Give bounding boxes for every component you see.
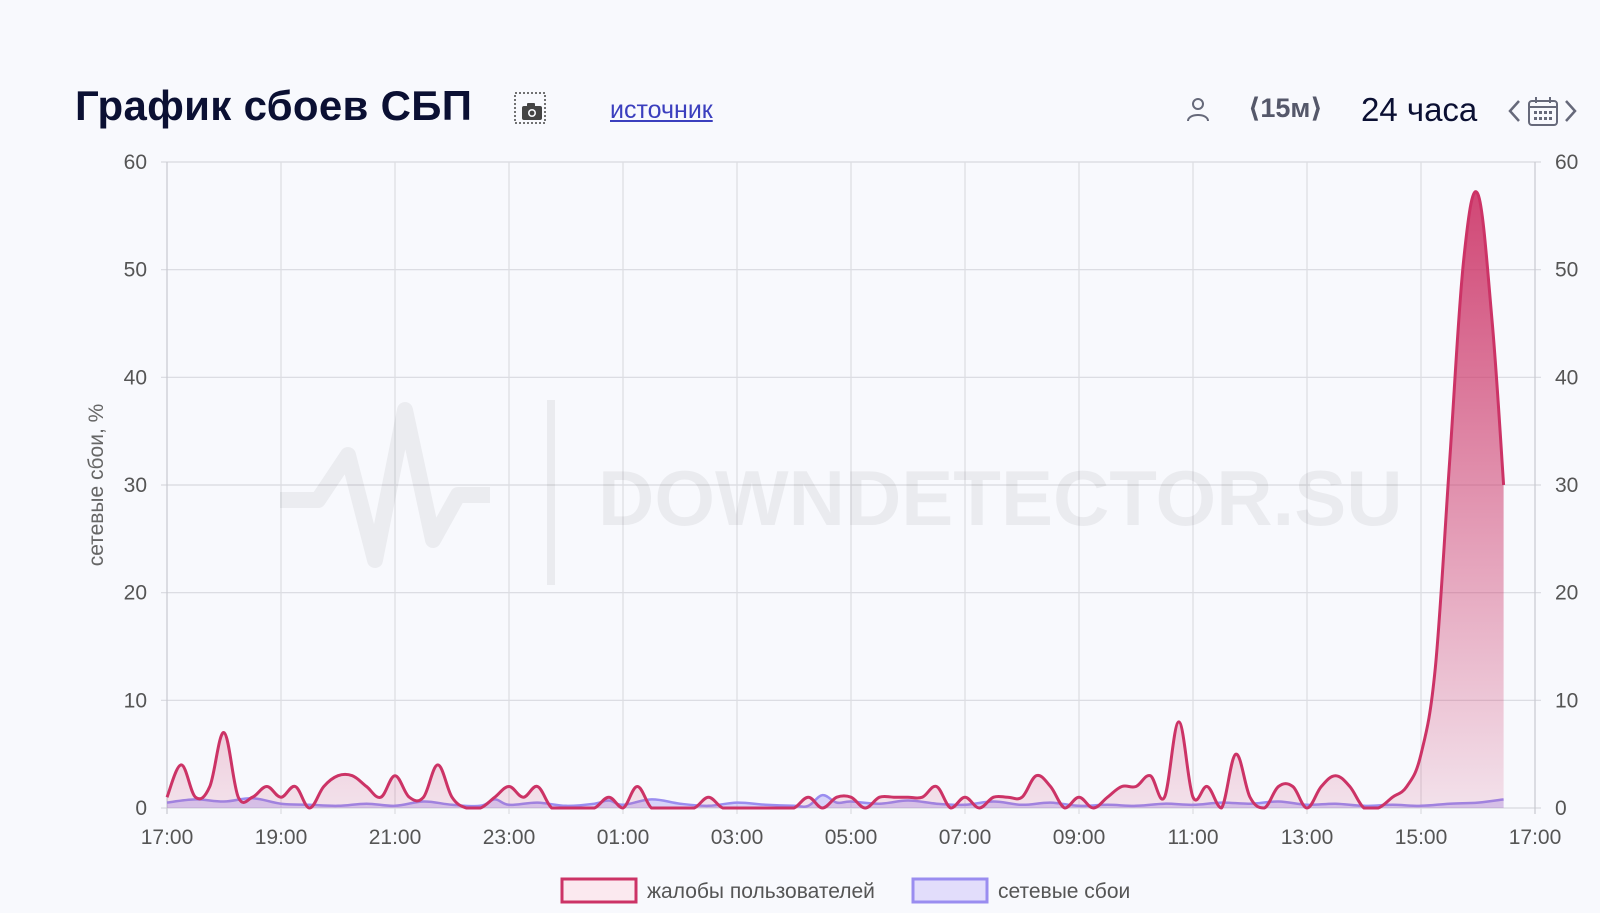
legend-label-complaints: жалобы пользователей — [647, 880, 875, 903]
y-axis-label: сетевые сбои, % — [85, 404, 108, 567]
calendar-icon[interactable] — [1526, 94, 1560, 128]
user-icon[interactable] — [1184, 95, 1212, 125]
legend-item-complaints[interactable]: жалобы пользователей — [560, 877, 875, 904]
y-tick-label-right: 40 — [1555, 366, 1578, 389]
x-axis: 17:00 19:00 21:00 23:00 01:00 03:00 05:00 07:00… — [141, 826, 1562, 849]
watermark-text: DOWNDETECTOR.SU — [598, 454, 1403, 542]
y-axis-right: 0 10 20 30 40 50 60 — [1555, 151, 1578, 820]
y-axis-left: 0 10 20 30 40 50 60 — [124, 151, 147, 820]
x-tick-label: 15:00 — [1395, 826, 1448, 849]
camera-icon[interactable] — [514, 92, 548, 126]
range-label: 24 часа — [1361, 91, 1478, 128]
y-tick-label: 50 — [124, 259, 147, 282]
legend-swatch-network — [911, 877, 989, 904]
x-tick-label: 09:00 — [1053, 826, 1106, 849]
source-link[interactable]: источник — [610, 96, 713, 124]
chevron-left-icon[interactable] — [1505, 97, 1523, 125]
y-tick-label: 40 — [124, 366, 147, 389]
x-tick-label: 01:00 — [597, 826, 650, 849]
x-tick-label: 17:00 — [141, 826, 194, 849]
y-tick-label-right: 30 — [1555, 474, 1578, 497]
x-tick-label: 11:00 — [1168, 826, 1219, 849]
legend-swatch-complaints — [560, 877, 638, 904]
y-tick-label-right: 60 — [1555, 151, 1578, 174]
x-tick-label: 19:00 — [255, 826, 308, 849]
interval-selector[interactable]: ⟨15м⟩ — [1248, 93, 1323, 123]
x-tick-label: 23:00 — [483, 826, 536, 849]
chart-grid — [161, 161, 1541, 814]
y-tick-label-right: 0 — [1555, 797, 1567, 820]
legend-label-network: сетевые сбои — [998, 880, 1130, 903]
y-tick-label-right: 20 — [1555, 582, 1578, 605]
x-tick-label: 13:00 — [1281, 826, 1334, 849]
legend-item-network[interactable]: сетевые сбои — [911, 877, 1130, 904]
y-tick-label: 10 — [124, 689, 147, 712]
legend: жалобы пользователей сетевые сбои — [560, 877, 1130, 904]
y-tick-label: 0 — [135, 797, 147, 820]
chevron-right-icon[interactable] — [1562, 97, 1580, 125]
x-tick-label: 07:00 — [939, 826, 992, 849]
x-tick-label: 17:00 — [1509, 826, 1562, 849]
page-title: График сбоев СБП — [75, 82, 473, 129]
y-tick-label-right: 10 — [1555, 689, 1578, 712]
x-tick-label: 21:00 — [369, 826, 422, 849]
x-tick-label: 05:00 — [825, 826, 878, 849]
x-tick-label: 03:00 — [711, 826, 764, 849]
y-tick-label: 30 — [124, 474, 147, 497]
y-tick-label: 60 — [124, 151, 147, 174]
chart-header: График сбоев СБП источник ⟨15м⟩ 24 часа — [0, 0, 1600, 160]
series-line-complaints[interactable] — [165, 190, 1506, 810]
chart-series — [165, 190, 1506, 810]
watermark: DOWNDETECTOR.SU — [280, 400, 1403, 585]
y-tick-label-right: 50 — [1555, 259, 1578, 282]
y-tick-label: 20 — [124, 582, 147, 605]
